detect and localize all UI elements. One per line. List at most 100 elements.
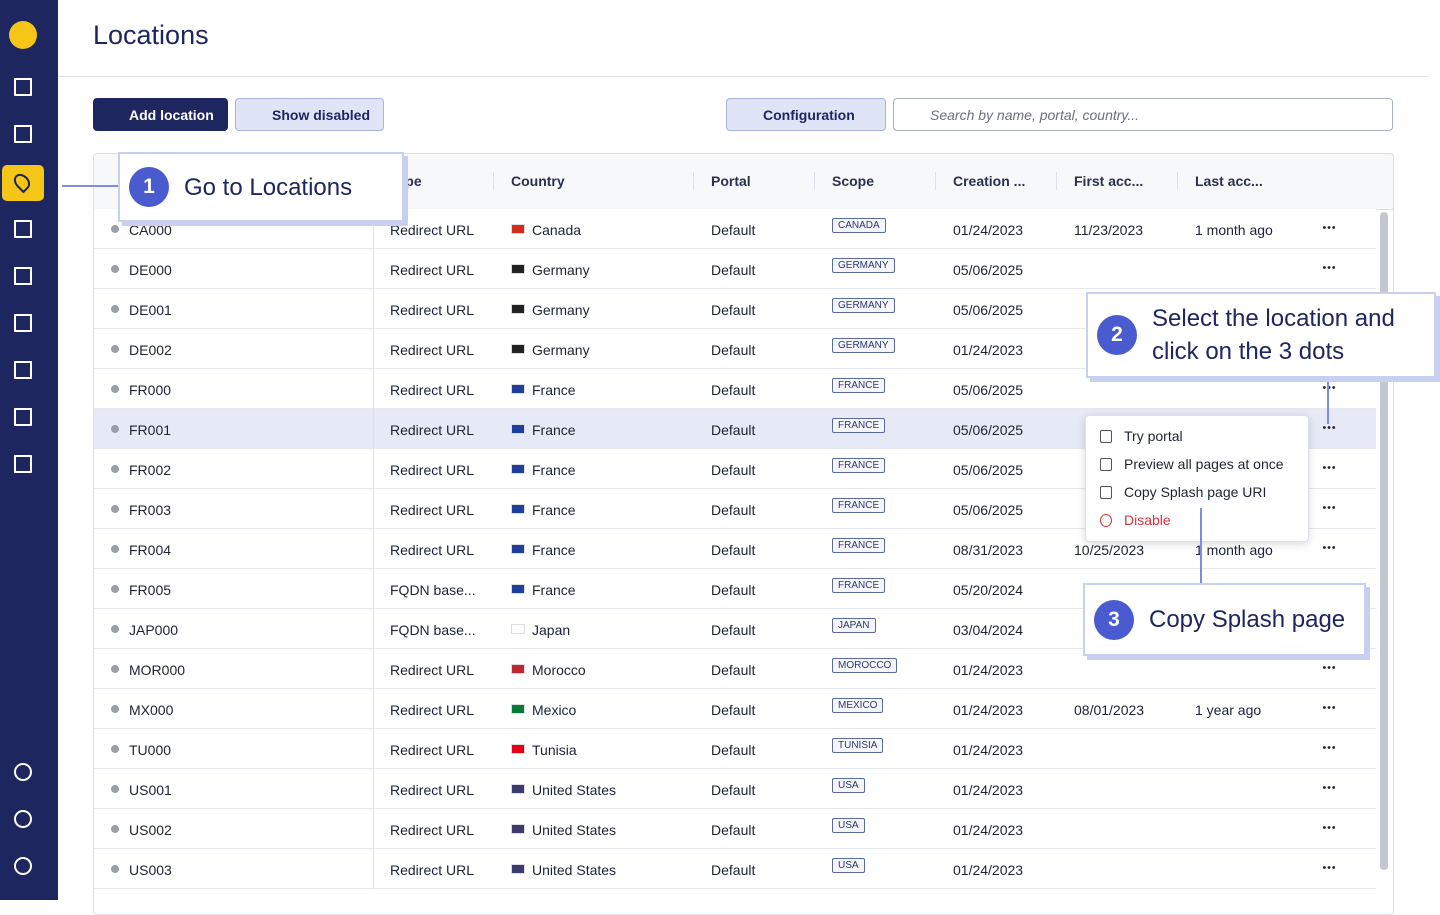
cell: Japan: [532, 622, 571, 638]
status-dot: [111, 345, 119, 353]
add-location-button[interactable]: Add location: [93, 98, 228, 131]
nav-icon[interactable]: [14, 361, 32, 379]
cell: 05/06/2025: [953, 422, 1024, 438]
nav-icon[interactable]: [14, 408, 32, 426]
table-row[interactable]: [94, 769, 1376, 809]
cell: France: [532, 582, 576, 598]
cell: FR001: [129, 422, 172, 438]
cell: 1 month ago: [1195, 222, 1273, 238]
row-actions[interactable]: [1322, 860, 1336, 874]
row-divider: [373, 369, 374, 409]
nav-icon[interactable]: [14, 857, 32, 875]
status-dot: [111, 545, 119, 553]
cell: Default: [711, 222, 756, 238]
nav-icon[interactable]: [14, 220, 32, 238]
row-actions[interactable]: [1322, 460, 1336, 474]
cell: 08/31/2023: [953, 542, 1024, 558]
column-header[interactable]: Country: [511, 173, 565, 189]
row-actions[interactable]: [1322, 380, 1336, 394]
page-title: Locations: [93, 20, 209, 50]
cell: Redirect URL: [390, 542, 475, 558]
flag: [511, 824, 525, 834]
column-header[interactable]: Creation ...: [953, 173, 1026, 189]
cell: 03/04/2024: [953, 622, 1024, 638]
row-divider: [373, 449, 374, 489]
cell: Default: [711, 622, 756, 638]
cell: Default: [711, 302, 756, 318]
row-actions[interactable]: [1322, 740, 1336, 754]
cell: Default: [711, 542, 756, 558]
table-row[interactable]: [94, 249, 1376, 289]
column-header[interactable]: Portal: [711, 173, 751, 189]
scope-tag: FRANCE: [832, 578, 886, 593]
cell: 01/24/2023: [953, 662, 1024, 678]
nav-icon[interactable]: [14, 763, 32, 781]
menu-item[interactable]: Copy Splash page URI: [1124, 484, 1267, 500]
nav-icon[interactable]: [14, 455, 32, 473]
nav-icon[interactable]: [14, 78, 32, 96]
status-dot: [111, 785, 119, 793]
cell: US003: [129, 862, 172, 878]
logo: [9, 21, 37, 49]
cell: 05/06/2025: [953, 262, 1024, 278]
column-header[interactable]: Scope: [832, 173, 875, 189]
context-menu: Try portal Preview all pages at once Copy …: [1085, 415, 1309, 542]
cell: Default: [711, 662, 756, 678]
status-dot: [111, 265, 119, 273]
nav-icon[interactable]: [14, 125, 32, 143]
cell: 01/24/2023: [953, 862, 1024, 878]
nav-icon[interactable]: [14, 810, 32, 828]
cell: Germany: [532, 302, 590, 318]
nav-icon[interactable]: [14, 314, 32, 332]
column-header[interactable]: Last acc...: [1195, 173, 1263, 189]
table-row[interactable]: [94, 689, 1376, 729]
column-header[interactable]: First acc...: [1074, 173, 1144, 189]
callout-arrow: [1327, 380, 1329, 424]
flag: [511, 704, 525, 714]
row-actions[interactable]: [1322, 540, 1336, 554]
flag: [511, 784, 525, 794]
menu-item[interactable]: Try portal: [1124, 428, 1183, 444]
cell: Germany: [532, 262, 590, 278]
cell: FR003: [129, 502, 172, 518]
row-actions[interactable]: [1322, 420, 1336, 434]
cell: 01/24/2023: [953, 742, 1024, 758]
cell: FR005: [129, 582, 172, 598]
scope-tag: GERMANY: [832, 298, 895, 313]
nav-icon[interactable]: [14, 267, 32, 285]
flag: [511, 264, 525, 274]
row-actions[interactable]: [1322, 500, 1336, 514]
cell: Tunisia: [532, 742, 577, 758]
row-divider: [373, 489, 374, 529]
cell: United States: [532, 862, 617, 878]
table-row[interactable]: [94, 809, 1376, 849]
cell: FR004: [129, 542, 172, 558]
divider: [58, 76, 1428, 77]
scope-tag: USA: [832, 778, 865, 793]
table-row[interactable]: [94, 849, 1376, 889]
cell: DE001: [129, 302, 172, 318]
row-divider: [373, 769, 374, 809]
label: Show disabled: [272, 106, 371, 123]
show-disabled-button[interactable]: Show disabled: [235, 98, 384, 131]
column-divider: [814, 172, 815, 190]
row-actions[interactable]: [1322, 700, 1336, 714]
callout-number: 3: [1094, 599, 1134, 640]
configuration-button[interactable]: Configuration: [726, 98, 886, 131]
row-actions[interactable]: [1322, 660, 1336, 674]
cell: Redirect URL: [390, 702, 475, 718]
row-actions[interactable]: [1322, 820, 1336, 834]
row-actions[interactable]: [1322, 780, 1336, 794]
row-actions[interactable]: [1322, 260, 1336, 274]
column-divider: [1177, 172, 1178, 190]
nav-active[interactable]: [2, 165, 44, 201]
row-actions[interactable]: [1322, 220, 1336, 234]
table-row[interactable]: [94, 729, 1376, 769]
menu-item[interactable]: Preview all pages at once: [1124, 456, 1284, 472]
scrollbar[interactable]: [1380, 212, 1388, 870]
menu-item[interactable]: Disable: [1124, 512, 1171, 528]
search-input[interactable]: Search by name, portal, country...: [893, 98, 1393, 131]
table-row[interactable]: [94, 529, 1376, 569]
cell: Default: [711, 462, 756, 478]
